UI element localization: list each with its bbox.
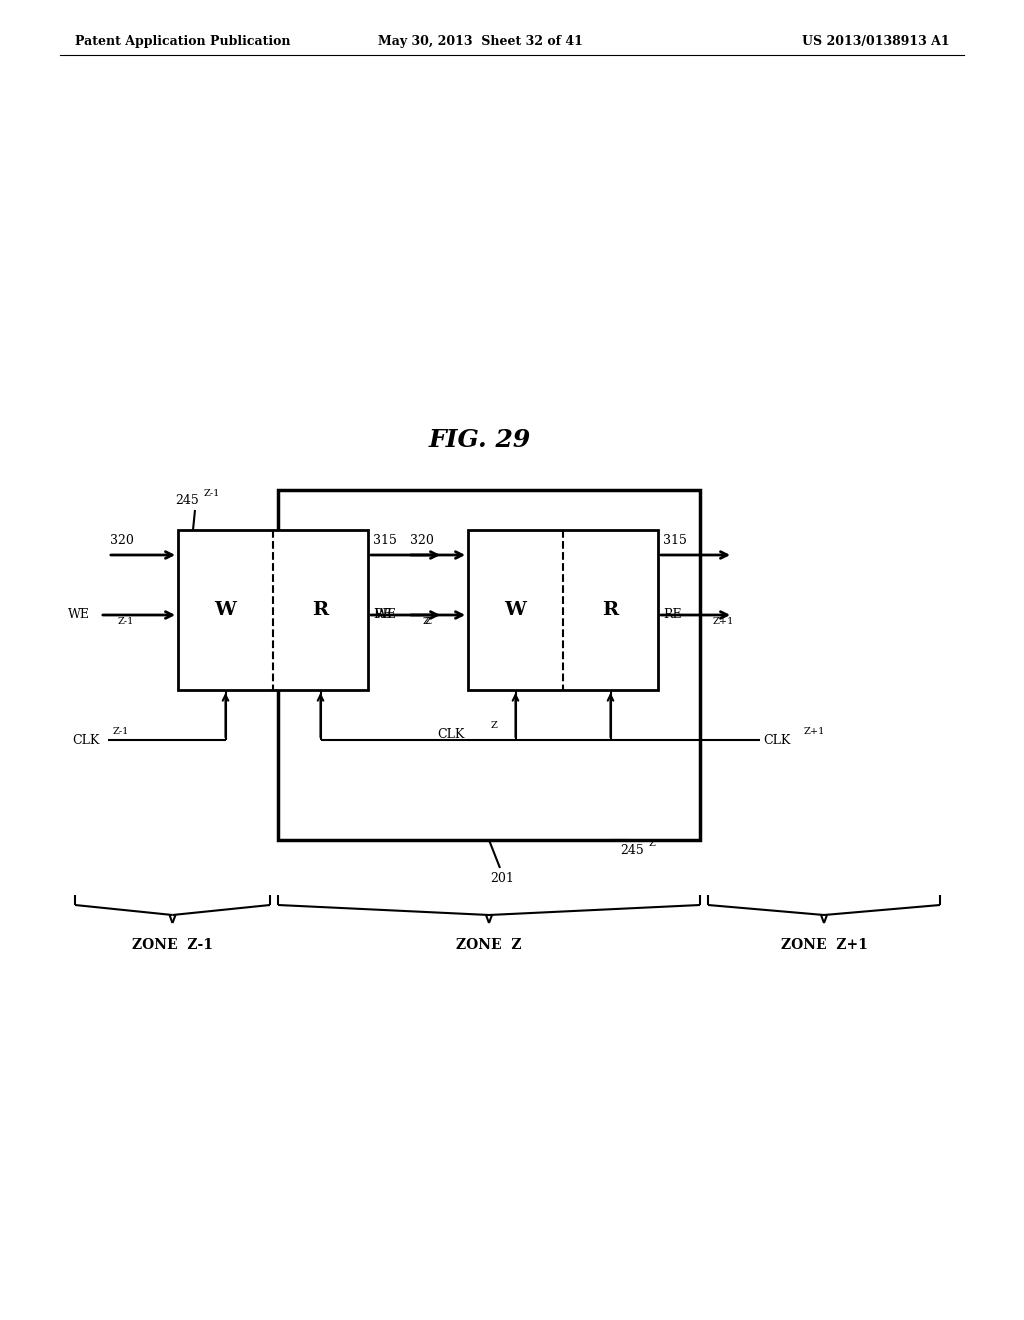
Text: Z: Z <box>425 618 431 627</box>
Text: W: W <box>505 601 526 619</box>
Text: R: R <box>312 601 329 619</box>
Text: Z: Z <box>649 838 655 847</box>
Text: R: R <box>602 601 618 619</box>
Text: Z: Z <box>423 618 429 627</box>
Text: 315: 315 <box>373 535 397 548</box>
Text: ZONE  Z-1: ZONE Z-1 <box>132 939 213 952</box>
Text: WE: WE <box>68 609 90 622</box>
Text: Z+1: Z+1 <box>713 618 734 627</box>
Text: 245: 245 <box>175 494 199 507</box>
Text: US 2013/0138913 A1: US 2013/0138913 A1 <box>803 36 950 49</box>
Text: FIG. 29: FIG. 29 <box>429 428 531 451</box>
Text: RE: RE <box>663 609 682 622</box>
Text: 320: 320 <box>110 535 134 548</box>
Text: 245: 245 <box>620 843 644 857</box>
Text: Z-1: Z-1 <box>113 726 129 735</box>
Text: CLK: CLK <box>763 734 791 747</box>
Bar <box>178 531 368 690</box>
Text: CLK: CLK <box>437 729 464 742</box>
Text: RE: RE <box>373 609 391 622</box>
Bar <box>278 490 700 840</box>
Bar <box>468 531 658 690</box>
Text: Z-1: Z-1 <box>118 618 134 627</box>
Text: ZONE  Z+1: ZONE Z+1 <box>780 939 867 952</box>
Text: Z: Z <box>490 722 498 730</box>
Text: ZONE  Z: ZONE Z <box>457 939 522 952</box>
Text: May 30, 2013  Sheet 32 of 41: May 30, 2013 Sheet 32 of 41 <box>378 36 583 49</box>
Text: W: W <box>215 601 237 619</box>
Text: 315: 315 <box>663 535 687 548</box>
Text: WE: WE <box>375 609 397 622</box>
Text: Z-1: Z-1 <box>204 488 220 498</box>
Text: Patent Application Publication: Patent Application Publication <box>75 36 291 49</box>
Text: Z+1: Z+1 <box>804 726 825 735</box>
Text: CLK: CLK <box>72 734 99 747</box>
Text: 320: 320 <box>410 535 434 548</box>
Text: 201: 201 <box>490 871 514 884</box>
